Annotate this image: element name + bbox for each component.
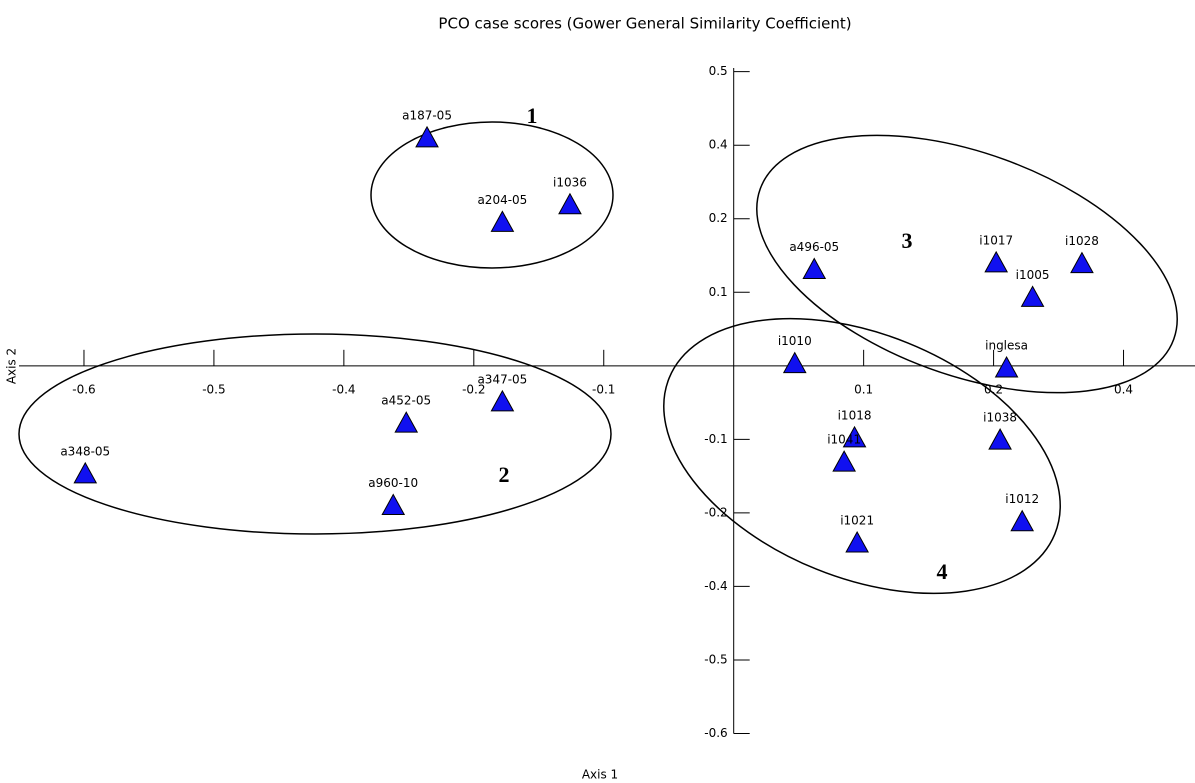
y-axis-label: Axis 2 bbox=[5, 348, 19, 384]
cluster-outlines bbox=[18, 121, 1178, 595]
point-label: i1012 bbox=[1005, 492, 1039, 506]
point bbox=[994, 355, 1019, 378]
point bbox=[988, 428, 1012, 450]
point-label: a204-05 bbox=[477, 193, 527, 207]
point-label: a348-05 bbox=[60, 444, 110, 458]
point-label: a496-05 bbox=[789, 240, 839, 254]
point-label: a452-05 bbox=[381, 394, 431, 408]
chart-title: PCO case scores (Gower General Similarit… bbox=[438, 15, 851, 33]
point bbox=[415, 125, 439, 148]
x-tick-label: -0.2 bbox=[462, 382, 485, 396]
annotation: 1 bbox=[527, 103, 538, 128]
y-tick-label: -0.6 bbox=[704, 726, 727, 740]
point bbox=[490, 210, 515, 232]
x-tick-label: -0.1 bbox=[592, 382, 615, 396]
y-tick-label: 0.1 bbox=[709, 285, 728, 299]
point bbox=[802, 257, 827, 279]
point bbox=[381, 493, 406, 516]
x-tick-label: -0.6 bbox=[72, 382, 95, 396]
point-label: i1028 bbox=[1065, 234, 1099, 248]
cluster-ellipse bbox=[18, 333, 612, 535]
point-label: inglesa bbox=[985, 339, 1028, 353]
x-axis-label: Axis 1 bbox=[582, 768, 618, 782]
point-label: i1017 bbox=[979, 233, 1013, 247]
x-tick-label: -0.4 bbox=[332, 382, 355, 396]
y-tick-label: -0.4 bbox=[704, 579, 727, 593]
y-tick-label: -0.1 bbox=[704, 432, 727, 446]
point bbox=[490, 389, 515, 412]
point-label: a187-05 bbox=[402, 108, 452, 122]
point bbox=[832, 450, 856, 472]
point bbox=[1070, 251, 1094, 274]
y-tick-label: 0.2 bbox=[709, 211, 728, 225]
cluster-ellipse bbox=[663, 317, 1061, 595]
point-label: i1005 bbox=[1016, 268, 1050, 282]
y-tick-label: 0.5 bbox=[709, 64, 728, 78]
point-label: i1010 bbox=[778, 334, 812, 348]
point bbox=[845, 531, 869, 553]
annotation: 4 bbox=[937, 559, 948, 584]
cluster-ellipse bbox=[370, 121, 614, 269]
x-tick-label: 0.2 bbox=[984, 382, 1003, 396]
point bbox=[73, 461, 98, 484]
x-tick-label: 0.4 bbox=[1114, 382, 1133, 396]
x-tick-label: -0.5 bbox=[202, 382, 225, 396]
point bbox=[1020, 285, 1045, 307]
point-label: a960-10 bbox=[368, 476, 418, 490]
y-tick-label: -0.2 bbox=[704, 505, 727, 519]
point-label: i1038 bbox=[983, 411, 1017, 425]
point-label: i1036 bbox=[553, 175, 587, 189]
point-label: a347-05 bbox=[477, 372, 527, 386]
point bbox=[558, 192, 582, 215]
cluster-ellipse bbox=[756, 134, 1178, 394]
point-label: i1018 bbox=[838, 408, 872, 422]
annotation: 2 bbox=[499, 462, 510, 487]
point-label: i1041 bbox=[827, 433, 861, 447]
point bbox=[842, 425, 867, 448]
y-tick-label: -0.5 bbox=[704, 652, 727, 666]
point bbox=[394, 411, 419, 433]
point bbox=[782, 351, 807, 374]
annotation: 3 bbox=[902, 228, 913, 253]
point bbox=[984, 250, 1009, 273]
point-label: i1021 bbox=[840, 514, 874, 528]
point bbox=[1010, 509, 1035, 532]
y-tick-label: 0.4 bbox=[709, 138, 728, 152]
x-tick-label: 0.1 bbox=[854, 382, 873, 396]
